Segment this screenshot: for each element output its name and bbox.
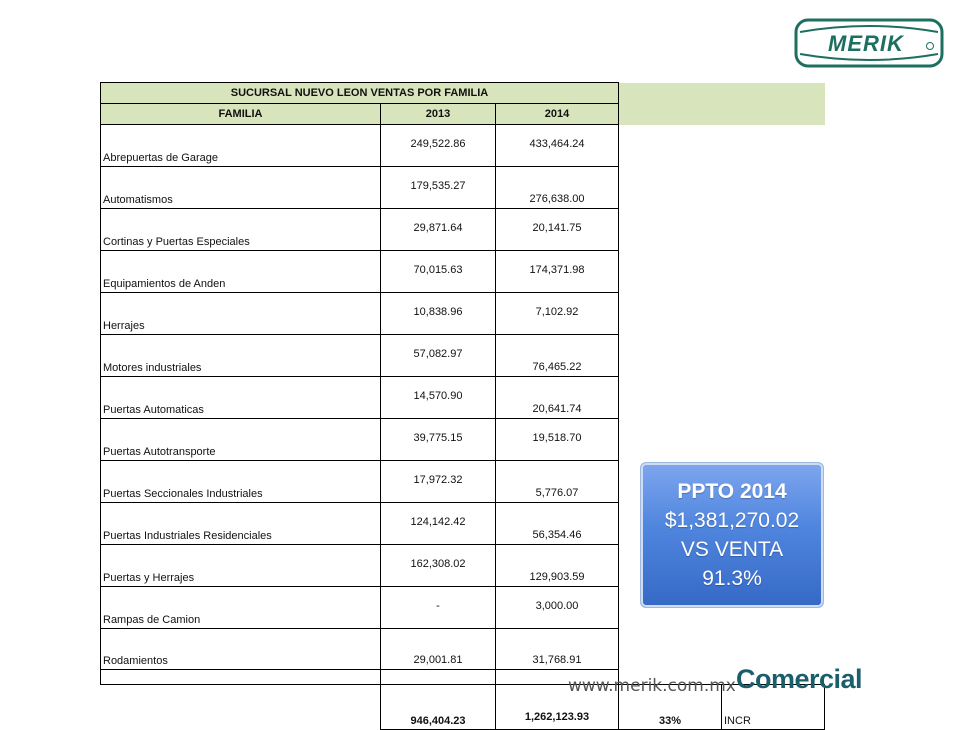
table-row: Motores industriales 57,082.97 76,465.22 (100, 334, 825, 377)
table-row: Puertas Industriales Residenciales 124,1… (100, 502, 825, 545)
value-2013: 249,522.86 (380, 124, 496, 167)
table-row: Puertas y Herrajes 162,308.02 129,903.59 (100, 544, 825, 587)
table-row: Rodamientos 29,001.81 31,768.91 (100, 628, 825, 670)
table-header-row: FAMILIA 2013 2014 (100, 103, 825, 125)
callout-amount: $1,381,270.02 (664, 509, 800, 532)
value-2013: 70,015.63 (380, 250, 496, 293)
family-name: Puertas Industriales Residenciales (100, 502, 381, 545)
value-2013: 10,838.96 (380, 292, 496, 335)
table-row: Rampas de Camion - 3,000.00 (100, 586, 825, 629)
family-name: Puertas y Herrajes (100, 544, 381, 587)
value-2013: 29,871.64 (380, 208, 496, 251)
value-2014: 56,354.46 (495, 502, 619, 545)
family-name: Rodamientos (100, 628, 381, 670)
value-2013: 29,001.81 (380, 628, 496, 670)
table-row: Puertas Seccionales Industriales 17,972.… (100, 460, 825, 503)
merik-logo: MERIK (794, 18, 944, 68)
family-name: Equipamientos de Anden (100, 250, 381, 293)
value-2014: 31,768.91 (495, 628, 619, 670)
value-2014: 276,638.00 (495, 166, 619, 209)
header-familia: FAMILIA (100, 103, 381, 125)
family-name: Cortinas y Puertas Especiales (100, 208, 381, 251)
website-url: www.merik.com.mx (568, 676, 736, 696)
sales-by-family-table: SUCURSAL NUEVO LEON VENTAS POR FAMILIA F… (100, 82, 825, 730)
department-label: Comercial (736, 664, 863, 694)
value-2014: 174,371.98 (495, 250, 619, 293)
family-name: Motores industriales (100, 334, 381, 377)
value-2014: 7,102.92 (495, 292, 619, 335)
family-name: Herrajes (100, 292, 381, 335)
table-row: Equipamientos de Anden 70,015.63 174,371… (100, 250, 825, 293)
value-2013: 17,972.32 (380, 460, 496, 503)
callout-vs: VS VENTA (680, 538, 784, 561)
value-2013: 14,570.90 (380, 376, 496, 419)
family-name: Puertas Autotransporte (100, 418, 381, 461)
header-2014: 2014 (495, 103, 619, 125)
value-2014: 5,776.07 (495, 460, 619, 503)
value-2014: 20,641.74 (495, 376, 619, 419)
value-2014: 3,000.00 (495, 586, 619, 629)
family-name: Automatismos (100, 166, 381, 209)
callout-percent: 91.3% (702, 567, 762, 590)
family-name: Puertas Seccionales Industriales (100, 460, 381, 503)
table-row: Puertas Automaticas 14,570.90 20,641.74 (100, 376, 825, 419)
value-2013: - (380, 586, 496, 629)
value-2013: 124,142.42 (380, 502, 496, 545)
value-2014: 19,518.70 (495, 418, 619, 461)
family-name: Rampas de Camion (100, 586, 381, 629)
budget-callout: PPTO 2014 $1,381,270.02 VS VENTA 91.3% (640, 462, 824, 608)
table-title: SUCURSAL NUEVO LEON VENTAS POR FAMILIA (100, 82, 619, 104)
family-name: Puertas Automaticas (100, 376, 381, 419)
value-2013: 39,775.15 (380, 418, 496, 461)
family-name: Abrepuertas de Garage (100, 124, 381, 167)
table-row: Automatismos 179,535.27 276,638.00 (100, 166, 825, 209)
table-row: Puertas Autotransporte 39,775.15 19,518.… (100, 418, 825, 461)
value-2014: 129,903.59 (495, 544, 619, 587)
value-2014: 433,464.24 (495, 124, 619, 167)
value-2014: 20,141.75 (495, 208, 619, 251)
blank-row (100, 669, 825, 685)
table-row: Cortinas y Puertas Especiales 29,871.64 … (100, 208, 825, 251)
value-2014: 76,465.22 (495, 334, 619, 377)
header-2013: 2013 (380, 103, 496, 125)
value-2013: 57,082.97 (380, 334, 496, 377)
table-row: Herrajes 10,838.96 7,102.92 (100, 292, 825, 335)
table-title-row: SUCURSAL NUEVO LEON VENTAS POR FAMILIA (100, 82, 825, 104)
value-2013: 162,308.02 (380, 544, 496, 587)
logo-text: MERIK (828, 31, 905, 56)
callout-title: PPTO 2014 (677, 480, 787, 503)
total-2013: 946,404.23 (380, 684, 496, 730)
value-2013: 179,535.27 (380, 166, 496, 209)
table-row: Abrepuertas de Garage 249,522.86 433,464… (100, 124, 825, 167)
